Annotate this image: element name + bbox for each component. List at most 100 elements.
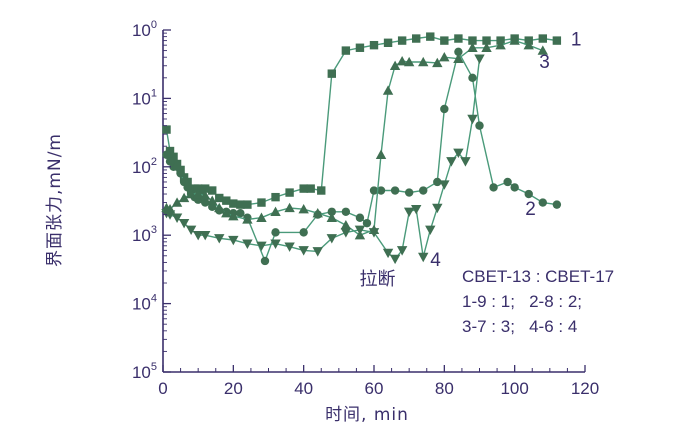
- marker-1: [201, 184, 210, 193]
- marker-3: [284, 202, 295, 213]
- series-line-3: [166, 39, 544, 236]
- marker-1: [162, 125, 171, 134]
- marker-2: [489, 183, 498, 192]
- marker-1: [440, 36, 449, 45]
- marker-3: [375, 149, 387, 159]
- x-tick-label: 100: [500, 379, 528, 398]
- series-3: [161, 35, 548, 240]
- marker-4: [164, 210, 176, 220]
- marker-3: [242, 214, 253, 224]
- marker-4: [312, 247, 323, 257]
- marker-4: [425, 225, 436, 235]
- marker-2: [260, 256, 270, 266]
- marker-4: [403, 207, 415, 217]
- marker-4: [192, 231, 204, 241]
- marker-4: [270, 239, 281, 249]
- marker-3: [326, 212, 337, 222]
- marker-4: [467, 114, 478, 125]
- marker-1: [482, 36, 491, 45]
- x-axis-title: 时间, min: [325, 405, 409, 425]
- y-tick-label: 103: [132, 224, 157, 245]
- marker-4: [446, 157, 457, 167]
- y-tick-label: 104: [132, 293, 157, 314]
- marker-2: [524, 189, 533, 199]
- marker-3: [256, 212, 267, 222]
- marker-3: [509, 35, 520, 45]
- break-annotation: 拉断: [360, 269, 396, 289]
- marker-4: [354, 225, 366, 235]
- marker-1: [229, 199, 238, 208]
- marker-4: [382, 248, 394, 259]
- marker-2: [454, 47, 463, 57]
- marker-1: [165, 146, 175, 156]
- series-1: [162, 32, 562, 209]
- marker-4: [460, 157, 471, 167]
- marker-2: [376, 186, 386, 195]
- marker-3: [340, 220, 352, 230]
- marker-1: [412, 34, 421, 43]
- marker-2: [503, 177, 512, 187]
- marker-3: [523, 39, 534, 50]
- marker-2: [162, 150, 171, 159]
- marker-4: [200, 231, 211, 241]
- marker-3: [228, 210, 239, 221]
- marker-2: [404, 188, 414, 197]
- marker-1: [169, 152, 178, 162]
- marker-4: [178, 218, 190, 229]
- marker-4: [439, 180, 450, 190]
- marker-2: [552, 200, 562, 209]
- marker-3: [432, 57, 443, 68]
- marker-3: [312, 207, 323, 218]
- marker-4: [256, 241, 267, 251]
- marker-2: [355, 213, 365, 222]
- marker-1: [454, 34, 463, 43]
- marker-3: [207, 195, 218, 205]
- marker-1: [179, 173, 189, 182]
- marker-3: [467, 42, 478, 52]
- marker-1: [355, 43, 365, 52]
- x-tick-label: 40: [294, 379, 313, 398]
- marker-4: [326, 234, 337, 244]
- marker-3: [495, 39, 506, 50]
- marker-1: [215, 193, 224, 203]
- series-layer: [161, 32, 562, 266]
- marker-1: [317, 186, 326, 195]
- marker-2: [183, 183, 192, 192]
- marker-1: [306, 184, 315, 193]
- marker-4: [368, 228, 380, 238]
- marker-4: [228, 235, 239, 246]
- marker-1: [208, 186, 217, 195]
- marker-3: [481, 42, 492, 52]
- marker-2: [341, 207, 351, 216]
- marker-2: [327, 207, 336, 216]
- marker-4: [171, 213, 183, 223]
- marker-3: [214, 202, 225, 213]
- marker-4: [214, 234, 225, 244]
- marker-2: [440, 104, 449, 114]
- marker-2: [299, 228, 308, 237]
- marker-2: [172, 162, 182, 171]
- marker-4: [242, 239, 253, 249]
- y-tick-label: 102: [132, 156, 157, 177]
- marker-3: [403, 56, 415, 67]
- marker-2: [369, 186, 379, 195]
- marker-2: [468, 73, 477, 83]
- marker-3: [418, 56, 429, 67]
- marker-3: [221, 207, 232, 218]
- marker-4: [411, 204, 422, 215]
- series-label-1: 1: [571, 30, 582, 51]
- marker-1: [236, 200, 245, 209]
- series-label-3: 3: [539, 52, 550, 73]
- marker-1: [369, 40, 379, 50]
- marker-2: [510, 183, 519, 192]
- series-line-1: [165, 35, 558, 206]
- marker-3: [298, 203, 309, 214]
- marker-4: [432, 203, 443, 214]
- marker-3: [537, 45, 548, 55]
- tick-layer: 0 20 40 60 80 100 120 100 101 102 103 104 105: [132, 19, 599, 398]
- marker-4: [298, 246, 309, 256]
- marker-2: [271, 228, 280, 237]
- marker-4: [340, 228, 352, 238]
- x-tick-label: 120: [571, 379, 599, 398]
- series-2: [162, 47, 562, 266]
